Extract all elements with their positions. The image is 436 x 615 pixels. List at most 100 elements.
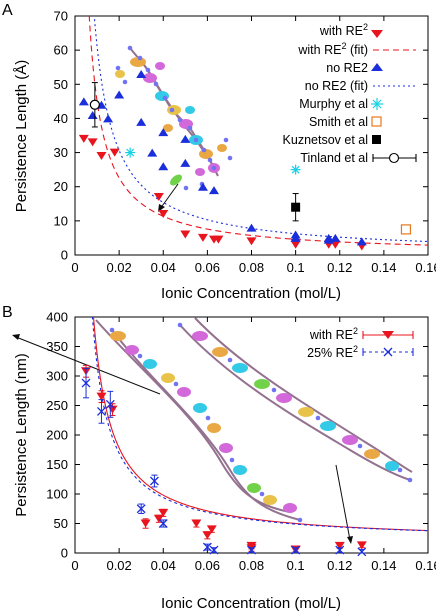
panel-a-point-triangle-up	[246, 223, 257, 232]
panel-a-point-triangle-up	[356, 237, 367, 246]
legend-a-no-re2-marker	[371, 63, 383, 71]
legend-a-kuznetsov-marker	[372, 135, 381, 144]
legend-a-murphy: Murphy et al	[299, 97, 368, 111]
panel-a-dna-illustration	[115, 45, 233, 212]
panel-b-xtick-label: 0.08	[239, 558, 264, 573]
panel-a-point-triangle-up	[330, 233, 341, 242]
panel-b-ytick-label: 350	[46, 339, 68, 354]
panel-b-xtick-label: 0.16	[415, 558, 436, 573]
panel-a-point-triangle-up	[158, 162, 169, 171]
panel-a-ytick-label: 10	[54, 213, 68, 228]
panel-a-point-triangle-up	[158, 128, 169, 137]
panel-a-point-triangle-up	[136, 70, 147, 79]
panel-a-point-open-square	[400, 224, 412, 235]
panel-b-dna-illustration	[12, 317, 413, 544]
panel-b-xtick-label: 0.14	[371, 558, 396, 573]
panel-a-ytick-label: 20	[54, 179, 68, 194]
panel-b-point-x-errorbar	[335, 545, 345, 555]
legend-a-kuznetsov: Kuznetsov et al	[283, 133, 368, 147]
panel-a-xtick-label: 0.1	[287, 260, 305, 275]
panel-b-point-triangle-down-errorbar	[96, 392, 107, 401]
panel-a-point-triangle-down	[246, 237, 257, 246]
legend-a-no-re2-fit: no RE2 (fit)	[305, 79, 368, 93]
panel-b-point-x-errorbar	[136, 504, 146, 514]
panel-b-ytick-label: 100	[46, 487, 68, 502]
panel-a-xtick-label: 0.04	[151, 260, 176, 275]
panel-a-point-triangle-down	[197, 233, 208, 242]
legend-a-with-re2: with RE2	[319, 22, 368, 38]
panel-a-ytick-label: 0	[61, 248, 68, 263]
panel-a-point-triangle-up	[290, 233, 301, 242]
panel-a-data-marks	[78, 70, 412, 251]
legend-a-tinland: Tinland et al	[300, 151, 368, 165]
panel-b-ytick-label: 200	[46, 428, 68, 443]
panel-a-ytick-label: 40	[54, 111, 68, 126]
panel-a-legend: with RE2 with RE2 (fit) no RE2 no RE2 (f…	[283, 22, 417, 165]
legend-b-25-re2: 25% RE2	[307, 344, 358, 360]
panel-b-point-triangle-down-errorbar	[191, 519, 202, 528]
panel-a-ticks: 0 0.02 0.04 0.06 0.08 0.1 0.12 0.14 0.16 0 10 20 30 4…	[54, 9, 436, 276]
panel-a-point-triangle-up	[114, 90, 125, 99]
panel-b-ytick-label: 300	[46, 369, 68, 384]
panel-a-xtick-label: 0	[71, 260, 78, 275]
panel-a-ytick-label: 30	[54, 145, 68, 160]
panel-a-xtick-label: 0.16	[415, 260, 436, 275]
panel-b-point-x-errorbar	[247, 545, 256, 555]
panel-a-point-triangle-down	[87, 138, 98, 147]
panel-a-point-triangle-up	[87, 111, 98, 120]
panel-a-point-triangle-up	[180, 158, 191, 167]
panel-a: A	[2, 2, 436, 302]
panel-b-xtick-label: 0.04	[151, 558, 176, 573]
panel-b-fit-with-re2	[92, 317, 428, 532]
panel-a-ylabel: Persistence Length (Å)	[13, 60, 30, 213]
panel-b-point-triangle-down-errorbar	[158, 508, 169, 517]
panel-a-point-triangle-up	[147, 148, 158, 157]
panel-b-ytick-label: 150	[46, 457, 68, 472]
panel-a-point-asterisk	[290, 164, 301, 175]
panel-b-point-triangle-down-errorbar	[334, 541, 345, 550]
panel-b-point-triangle-down-errorbar	[140, 519, 151, 528]
panel-a-ytick-label: 60	[54, 43, 68, 58]
panel-a-point-triangle-up	[197, 182, 208, 191]
panel-b-legend: with RE2 25% RE2	[307, 326, 414, 360]
panel-a-point-triangle-up	[78, 97, 89, 106]
legend-a-smith-marker	[371, 116, 382, 127]
panel-a-point-triangle-up	[103, 114, 114, 123]
panel-a-xtick-label: 0.12	[327, 260, 352, 275]
panel-a-point-triangle-up	[208, 186, 219, 195]
panel-b-ytick-label: 250	[46, 398, 68, 413]
panel-b-xtick-label: 0.12	[327, 558, 352, 573]
panel-a-point-triangle-down	[180, 230, 191, 239]
legend-a-no-re2: no RE2	[326, 61, 368, 75]
legend-b-with-re2: with RE2	[309, 326, 358, 342]
panel-b-point-x-errorbar	[291, 545, 301, 555]
panel-a-ytick-label: 50	[54, 77, 68, 92]
panel-b-point-x-errorbar	[97, 406, 106, 416]
panel-b-fit-25-re2	[91, 317, 428, 532]
panel-b-ytick-label: 50	[54, 516, 68, 531]
panel-b-point-x-errorbar	[81, 378, 91, 388]
panel-a-fit-with-re2	[88, 16, 428, 246]
panel-b-xtick-label: 0.06	[195, 558, 220, 573]
panel-a-xtick-label: 0.14	[371, 260, 396, 275]
panel-b-xtick-label: 0.02	[106, 558, 131, 573]
panel-a-point-triangle-up	[136, 117, 147, 126]
panel-a-xlabel: Ionic Concentration (mol/L)	[161, 285, 341, 302]
panel-a-point-filled-square	[291, 202, 301, 212]
panel-b-point-x-errorbar	[158, 519, 168, 528]
panel-b-data-marks	[81, 364, 367, 557]
panel-a-xtick-label: 0.02	[106, 260, 131, 275]
panel-a-point-triangle-up	[323, 233, 334, 242]
panel-a-ytick-label: 70	[54, 9, 68, 24]
panel-b-point-x-errorbar	[105, 399, 115, 409]
panel-a-point-triangle-down	[96, 151, 107, 160]
panel-a-point-open-circle-errorbar	[89, 99, 100, 110]
legend-a-with-re2-marker	[371, 30, 383, 38]
panel-b-point-x-errorbar	[357, 547, 367, 557]
panel-a-xtick-label: 0.08	[239, 260, 264, 275]
panel-b-point-x-errorbar	[209, 545, 219, 555]
legend-a-smith: Smith et al	[309, 115, 368, 129]
panel-a-point-triangle-down	[158, 210, 169, 219]
